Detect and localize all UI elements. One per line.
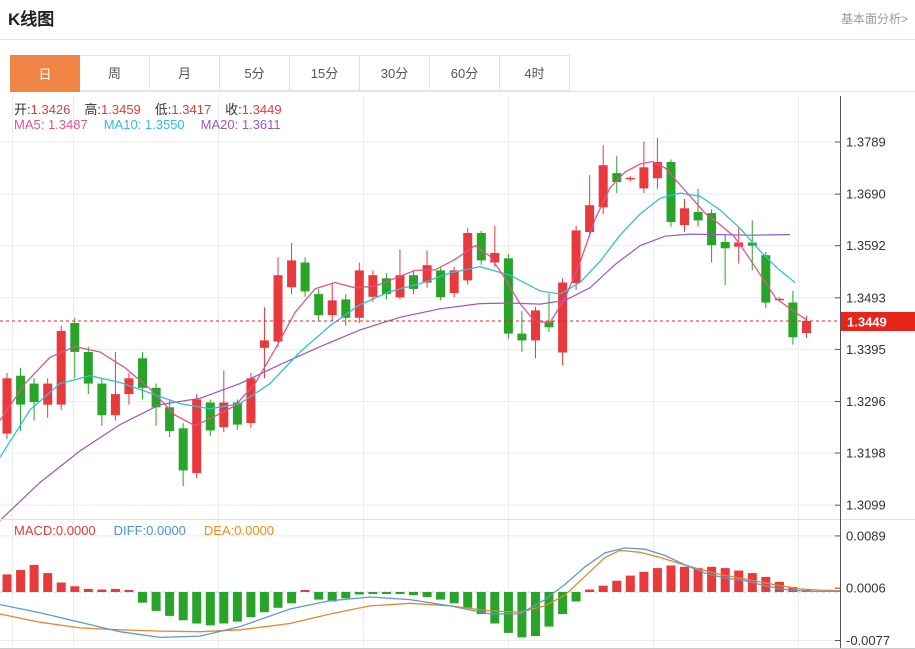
macd-value: MACD:0.0000 (14, 523, 96, 538)
tab-15min[interactable]: 15分 (290, 55, 360, 91)
svg-text:1.3449: 1.3449 (847, 315, 887, 330)
ma20-line (0, 233, 791, 521)
svg-text:-0.0077: -0.0077 (846, 633, 890, 648)
header-divider (0, 39, 915, 40)
close-label: 收: (225, 102, 242, 117)
dea-value: DEA:0.0000 (203, 523, 275, 538)
ma10-line (0, 192, 796, 458)
tab-month[interactable]: 月 (150, 55, 220, 91)
ma10-value: MA10: 1.3550 (103, 117, 185, 132)
diff-value: DIFF:0.0000 (113, 523, 186, 538)
tab-day[interactable]: 日 (10, 55, 80, 92)
svg-text:0.0089: 0.0089 (846, 528, 886, 543)
ma-readout: MA5: 1.3487 MA10: 1.3550 MA20: 1.3611 (14, 117, 297, 132)
fundamental-analysis-link[interactable]: 基本面分析> (840, 12, 908, 26)
svg-text:1.3395: 1.3395 (846, 342, 886, 357)
diff-line (0, 547, 840, 639)
svg-text:1.3789: 1.3789 (846, 135, 886, 150)
price-axis: 1.3789 1.3690 1.3592 1.3493 1.3395 1.3296 1.31… (0, 96, 915, 649)
tab-5min[interactable]: 5分 (220, 55, 290, 91)
svg-text:1.3099: 1.3099 (846, 498, 886, 513)
svg-text:1.3493: 1.3493 (846, 290, 886, 305)
svg-text:1.3198: 1.3198 (846, 446, 886, 461)
ma5-line (0, 160, 807, 427)
tab-week[interactable]: 周 (80, 55, 150, 91)
svg-text:1.3592: 1.3592 (846, 238, 886, 253)
ma5-value: MA5: 1.3487 (14, 117, 88, 132)
grid-layer (0, 96, 840, 648)
open-label: 开: (14, 102, 31, 117)
svg-text:1.3296: 1.3296 (846, 394, 886, 409)
high-value: 1.3459 (101, 102, 141, 117)
tab-30min[interactable]: 30分 (360, 55, 430, 91)
macd-readout: MACD:0.0000 DIFF:0.0000 DEA:0.0000 (14, 523, 292, 538)
macd-histogram (2, 564, 811, 638)
svg-text:0.0006: 0.0006 (846, 581, 886, 596)
low-value: 1.3417 (171, 102, 212, 117)
low-label: 低: (154, 102, 172, 117)
high-label: 高: (84, 102, 102, 117)
dea-line (0, 549, 841, 633)
candles-layer (2, 137, 811, 487)
page-title: K线图 (8, 10, 55, 29)
tab-4hour[interactable]: 4时 (500, 55, 570, 91)
svg-text:1.3690: 1.3690 (846, 187, 886, 202)
open-value: 1.3426 (30, 102, 71, 117)
current-price-badge: 1.3449 (841, 312, 915, 331)
close-value: 1.3449 (241, 102, 282, 117)
ma20-value: MA20: 1.3611 (200, 117, 281, 132)
period-tabs: 日 周 月 5分 15分 30分 60分 4时 (10, 55, 915, 92)
ohlc-readout: 开:1.3426 高:1.3459 低:1.3417 收:1.3449 (14, 99, 296, 118)
tab-60min[interactable]: 60分 (430, 55, 500, 91)
